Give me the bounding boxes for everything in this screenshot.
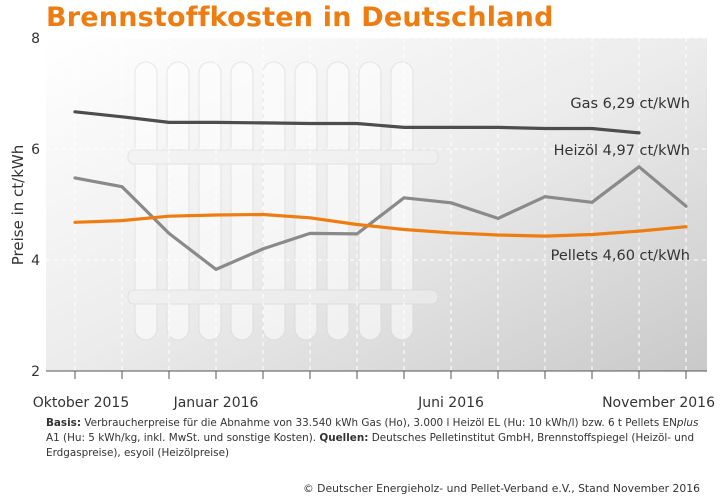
x-tick-label: November 2016 bbox=[602, 395, 715, 410]
basis-text-2: A1 (Hu: 5 kWh/kg, inkl. MwSt. und sonsti… bbox=[46, 432, 320, 444]
y-axis-label: Preise in ct/kWh bbox=[9, 145, 27, 265]
radiator-pipe bbox=[127, 289, 439, 305]
radiator-pipe bbox=[127, 149, 439, 165]
copyright: © Deutscher Energieholz- und Pellet-Verb… bbox=[302, 482, 700, 495]
series-line-pellets bbox=[73, 212, 688, 238]
series-line-gas bbox=[73, 110, 641, 135]
basis-text-1: Verbraucherpreise für die Abnahme von 33… bbox=[81, 417, 677, 429]
radiator-fin bbox=[294, 61, 318, 341]
radiator-watermark bbox=[127, 61, 439, 341]
basis-label: Basis: bbox=[46, 417, 82, 429]
series-line-heizöl bbox=[73, 165, 688, 271]
series-label-gas: Gas 6,29 ct/kWh bbox=[570, 96, 690, 112]
series-lines bbox=[73, 110, 688, 271]
y-tick-label: 6 bbox=[31, 142, 40, 158]
chart-title: Brennstoffkosten in Deutschland bbox=[46, 2, 554, 33]
x-tick-label: Oktober 2015 bbox=[33, 395, 130, 410]
x-ticks: Oktober 2015 Januar 2016 Juni 2016 November… bbox=[33, 371, 715, 410]
line-chart: Oktober 2015 Januar 2016 Juni 2016 November… bbox=[9, 31, 715, 410]
y-axis: 2 4 6 8 bbox=[31, 31, 40, 380]
y-tick-label: 2 bbox=[31, 364, 40, 380]
radiator-fin bbox=[166, 61, 190, 341]
x-tick-label: Januar 2016 bbox=[173, 395, 259, 410]
y-tick-label: 8 bbox=[31, 31, 40, 47]
footnote: Basis: Verbraucherpreise für die Abnahme… bbox=[46, 416, 706, 461]
sources-label: Quellen: bbox=[319, 432, 369, 444]
y-tick-label: 4 bbox=[31, 253, 40, 269]
basis-italic: plus bbox=[676, 417, 699, 429]
series-label-heizöl: Heizöl 4,97 ct/kWh bbox=[554, 143, 690, 159]
series-label-pellets: Pellets 4,60 ct/kWh bbox=[551, 248, 690, 264]
radiator-fin bbox=[358, 61, 382, 341]
radiator-fin bbox=[326, 61, 350, 341]
x-tick-label: Juni 2016 bbox=[417, 395, 484, 410]
sources-text: Deutsches Pelletinstitut GmbH, Brennstof… bbox=[46, 432, 695, 459]
series-labels: Gas 6,29 ct/kWh Heizöl 4,97 ct/kWh Pellets… bbox=[551, 96, 690, 264]
radiator-fin bbox=[230, 61, 254, 341]
